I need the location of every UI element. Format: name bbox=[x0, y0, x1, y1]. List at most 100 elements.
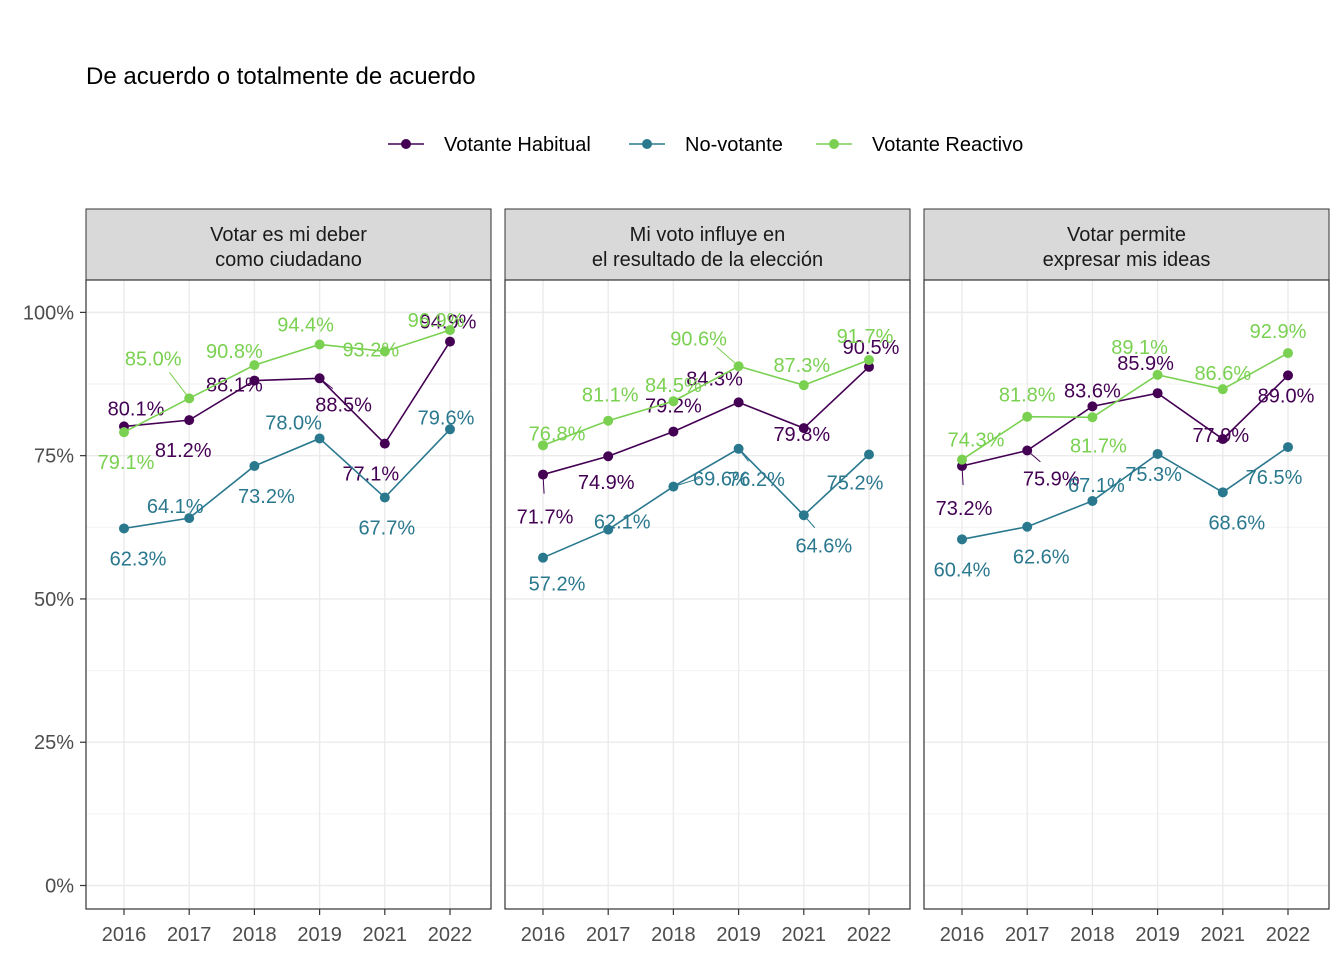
legend-label: Votante Reactivo bbox=[872, 134, 1023, 156]
data-label: 85.0% bbox=[125, 348, 182, 370]
data-label: 77.1% bbox=[342, 464, 399, 486]
facet-panel: Mi voto influye en el resultado de la ele… bbox=[504, 208, 911, 946]
x-tick-label: 2022 bbox=[847, 924, 892, 946]
data-label: 60.4% bbox=[934, 559, 991, 581]
data-label: 78.0% bbox=[265, 412, 322, 434]
data-label: 75.2% bbox=[827, 473, 884, 495]
legend: Votante Habitual No-votante Votante Reacti… bbox=[388, 134, 1023, 156]
label-leader bbox=[1026, 450, 1041, 463]
facet-strip bbox=[504, 208, 911, 281]
data-label: 90.6% bbox=[670, 328, 727, 350]
y-tick-label: 50% bbox=[34, 589, 74, 611]
series-line bbox=[542, 366, 870, 476]
series-line bbox=[123, 428, 451, 530]
data-point bbox=[1217, 384, 1228, 395]
data-point bbox=[1152, 369, 1163, 380]
data-label: 91.7% bbox=[837, 326, 894, 348]
x-tick-label: 2016 bbox=[940, 924, 985, 946]
x-tick-label: 2016 bbox=[521, 924, 566, 946]
data-label: 73.2% bbox=[936, 498, 993, 520]
data-point bbox=[314, 433, 325, 444]
legend-label: No-votante bbox=[685, 134, 783, 156]
data-label: 88.5% bbox=[315, 394, 372, 416]
data-point bbox=[1283, 442, 1293, 453]
data-point bbox=[119, 523, 129, 534]
data-point bbox=[1152, 388, 1163, 399]
x-tick-label: 2021 bbox=[363, 924, 408, 946]
y-tick-label: 75% bbox=[34, 446, 74, 468]
x-tick-label: 2019 bbox=[297, 924, 342, 946]
data-point bbox=[445, 336, 455, 347]
data-label: 83.6% bbox=[1064, 380, 1121, 402]
data-label: 64.1% bbox=[147, 496, 204, 518]
data-label: 89.0% bbox=[1258, 385, 1315, 407]
data-point bbox=[668, 426, 679, 437]
data-label: 62.3% bbox=[110, 548, 167, 570]
data-point bbox=[864, 361, 874, 372]
data-label: 76.8% bbox=[529, 423, 586, 445]
data-point bbox=[1087, 401, 1098, 412]
data-point bbox=[1087, 412, 1098, 423]
series-line bbox=[961, 446, 1289, 541]
panel-background bbox=[505, 280, 910, 909]
panel-background bbox=[924, 280, 1329, 909]
data-point bbox=[1152, 448, 1163, 459]
data-label: 75.9% bbox=[1023, 469, 1080, 491]
data-point bbox=[1217, 487, 1228, 498]
data-label: 68.6% bbox=[1208, 512, 1265, 534]
x-tick-label: 2021 bbox=[782, 924, 827, 946]
data-label: 67.1% bbox=[1068, 475, 1125, 497]
facet-strip-title: el resultado de la elección bbox=[592, 249, 823, 271]
data-label: 69.6% bbox=[693, 469, 750, 491]
facet-strip-title: Votar permite bbox=[1067, 224, 1186, 246]
data-point bbox=[538, 552, 548, 563]
panel-background bbox=[86, 280, 491, 909]
data-label: 64.6% bbox=[795, 535, 852, 557]
data-point bbox=[1022, 411, 1033, 422]
x-tick-label: 2017 bbox=[167, 924, 212, 946]
data-point bbox=[379, 492, 390, 503]
data-label: 88.1% bbox=[206, 375, 263, 397]
panel-border bbox=[504, 279, 911, 910]
data-label: 62.1% bbox=[594, 512, 651, 534]
data-point bbox=[445, 424, 455, 435]
label-leader bbox=[961, 465, 964, 486]
data-label: 71.7% bbox=[517, 507, 574, 529]
data-point bbox=[445, 325, 455, 336]
facet-strip-title: Mi voto influye en bbox=[630, 224, 786, 246]
data-point bbox=[798, 380, 809, 391]
x-tick-label: 2016 bbox=[102, 924, 147, 946]
label-leader bbox=[803, 514, 816, 529]
data-label: 67.7% bbox=[358, 517, 415, 539]
y-tick-label: 0% bbox=[45, 876, 74, 898]
data-point bbox=[798, 423, 809, 434]
data-label: 93.2% bbox=[342, 339, 399, 361]
data-label: 81.7% bbox=[1070, 435, 1127, 457]
data-point bbox=[184, 415, 195, 426]
data-label: 75.3% bbox=[1125, 464, 1182, 486]
facet-strip-title: expresar mis ideas bbox=[1043, 249, 1211, 271]
x-tick-label: 2019 bbox=[716, 924, 761, 946]
label-leader bbox=[319, 377, 334, 389]
chart-title: De acuerdo o totalmente de acuerdo bbox=[86, 63, 476, 90]
legend-label: Votante Habitual bbox=[444, 134, 591, 156]
data-point bbox=[668, 396, 679, 407]
data-point bbox=[119, 427, 129, 438]
x-tick-label: 2018 bbox=[1070, 924, 1115, 946]
series-line bbox=[123, 329, 451, 433]
data-label: 85.9% bbox=[1117, 353, 1174, 375]
data-label: 73.2% bbox=[238, 486, 295, 508]
data-point bbox=[603, 451, 614, 462]
data-label: 79.8% bbox=[773, 424, 830, 446]
x-tick-label: 2017 bbox=[586, 924, 631, 946]
x-tick-label: 2018 bbox=[232, 924, 277, 946]
legend-key-point bbox=[642, 139, 652, 149]
series-line bbox=[961, 374, 1289, 467]
data-label: 84.5% bbox=[645, 375, 702, 397]
data-label: 62.6% bbox=[1013, 547, 1070, 569]
label-leader bbox=[169, 372, 190, 399]
panel-border bbox=[923, 279, 1330, 910]
x-tick-label: 2021 bbox=[1201, 924, 1246, 946]
panels: Votar es mi deber como ciudadano 80.1% 81.2… bbox=[23, 208, 1330, 946]
data-point bbox=[603, 524, 614, 535]
